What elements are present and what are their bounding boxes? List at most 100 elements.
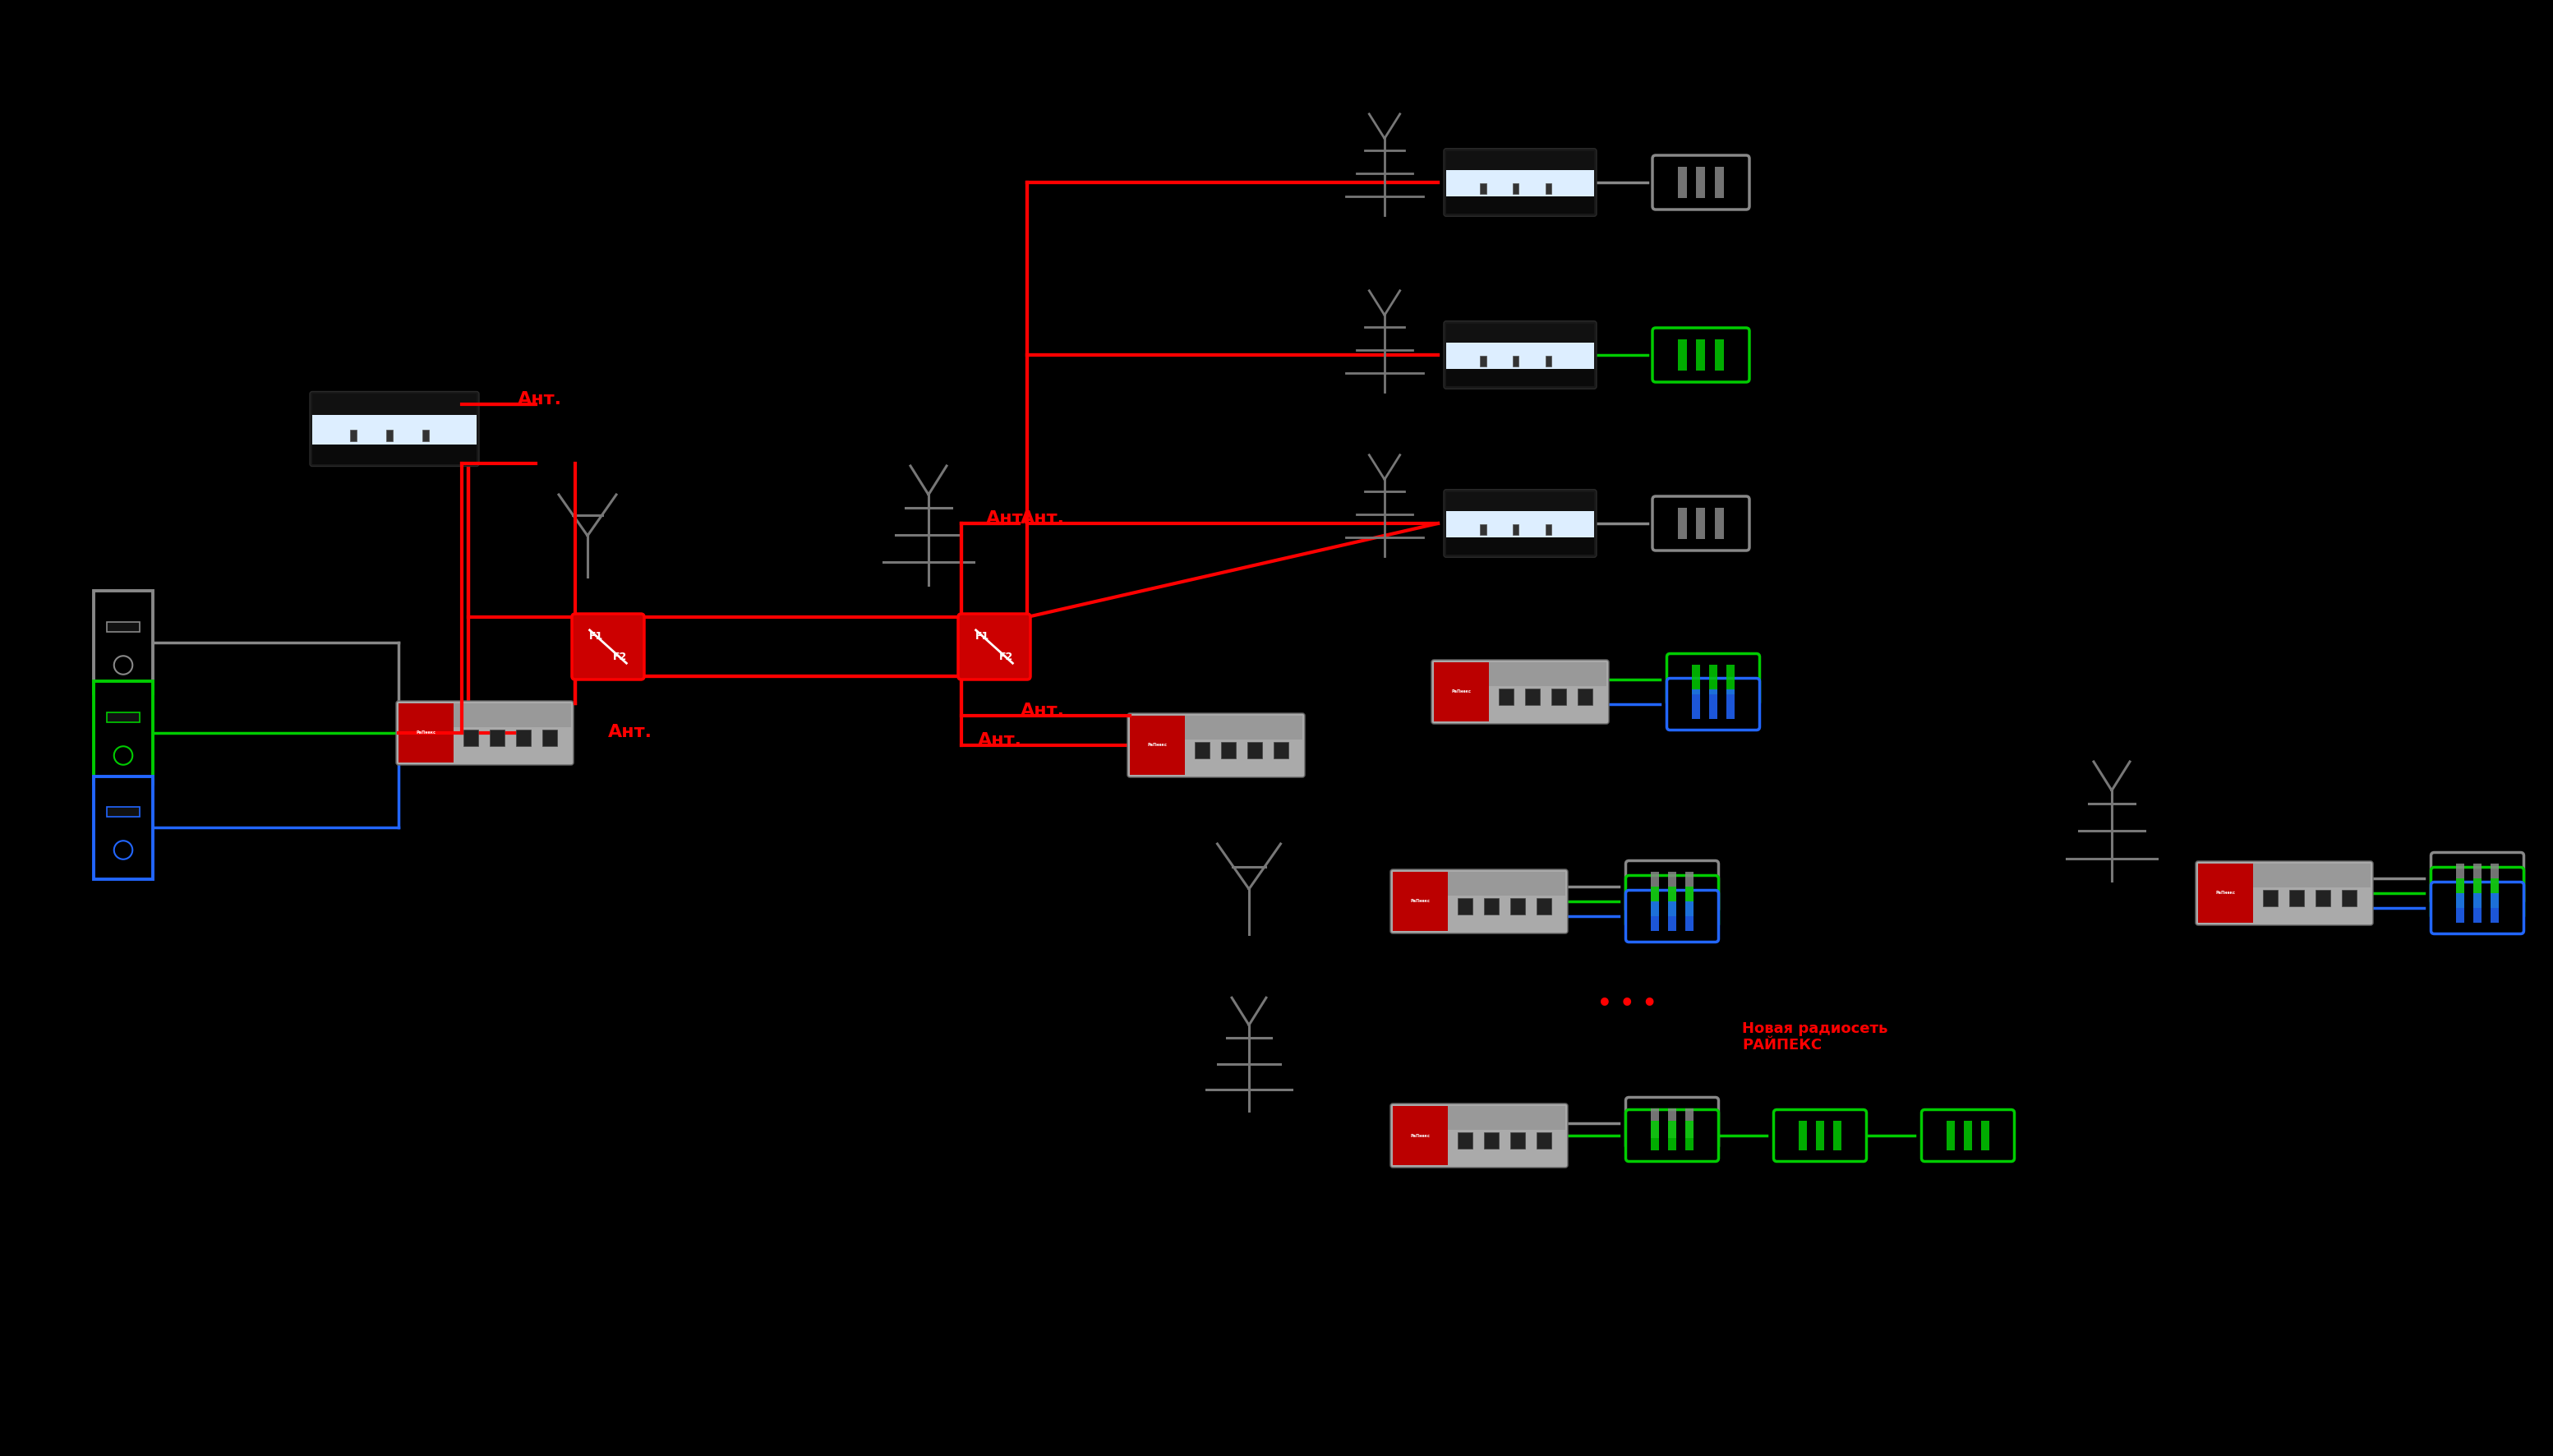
Bar bbox=[1394, 872, 1448, 930]
FancyBboxPatch shape bbox=[957, 614, 1031, 680]
Bar bbox=[94, 681, 153, 785]
Bar bbox=[1394, 1107, 1448, 1165]
Bar bbox=[1667, 1109, 1677, 1137]
FancyBboxPatch shape bbox=[2430, 868, 2525, 919]
Bar bbox=[541, 729, 557, 745]
Bar bbox=[311, 444, 477, 464]
Bar bbox=[1652, 1109, 1659, 1137]
Bar bbox=[1499, 689, 1514, 705]
Bar bbox=[1708, 690, 1718, 719]
FancyBboxPatch shape bbox=[1626, 1109, 1718, 1162]
Bar bbox=[1131, 716, 1302, 740]
Bar bbox=[350, 430, 357, 441]
Bar bbox=[1667, 1121, 1677, 1150]
Text: Ант.: Ант. bbox=[518, 392, 562, 408]
Bar bbox=[1833, 1121, 1841, 1150]
FancyBboxPatch shape bbox=[1442, 149, 1596, 217]
FancyBboxPatch shape bbox=[309, 392, 480, 466]
Bar bbox=[1677, 167, 1688, 198]
Bar bbox=[1552, 689, 1568, 705]
Bar bbox=[1511, 1133, 1524, 1149]
Bar bbox=[2474, 863, 2482, 893]
Text: Ант.: Ант. bbox=[608, 724, 654, 740]
Bar bbox=[2198, 863, 2372, 887]
Bar bbox=[1693, 690, 1700, 719]
Bar bbox=[490, 729, 505, 745]
Bar bbox=[1445, 368, 1593, 386]
Bar bbox=[107, 807, 140, 817]
FancyBboxPatch shape bbox=[1626, 1098, 1718, 1149]
Bar bbox=[1815, 1121, 1825, 1150]
FancyBboxPatch shape bbox=[1432, 660, 1608, 724]
Bar bbox=[1545, 355, 1552, 367]
Bar bbox=[1578, 689, 1593, 705]
Bar bbox=[1537, 1133, 1552, 1149]
Bar bbox=[1483, 898, 1499, 914]
Bar bbox=[1445, 197, 1593, 214]
Text: Ант.: Ант. bbox=[1021, 510, 1065, 527]
Bar bbox=[1708, 665, 1718, 695]
Bar bbox=[421, 430, 429, 441]
FancyBboxPatch shape bbox=[1667, 678, 1759, 729]
Bar bbox=[1445, 342, 1593, 368]
FancyBboxPatch shape bbox=[1626, 890, 1718, 942]
Text: F1: F1 bbox=[590, 630, 603, 641]
FancyBboxPatch shape bbox=[1652, 328, 1749, 381]
Bar bbox=[2262, 890, 2277, 906]
FancyBboxPatch shape bbox=[1652, 156, 1749, 210]
Bar bbox=[1274, 743, 1289, 759]
Bar bbox=[1693, 665, 1700, 695]
Bar bbox=[1394, 872, 1565, 895]
Bar bbox=[2456, 894, 2464, 923]
Bar bbox=[1481, 183, 1486, 194]
Bar bbox=[1685, 887, 1693, 916]
Text: РаПнекс: РаПнекс bbox=[1453, 690, 1471, 695]
Bar bbox=[1695, 508, 1705, 539]
Bar bbox=[1514, 183, 1519, 194]
Bar bbox=[2316, 890, 2331, 906]
Text: Новая радиосеть
РАЙПЕКС: Новая радиосеть РАЙПЕКС bbox=[1741, 1021, 1887, 1053]
Bar bbox=[1248, 743, 1261, 759]
Bar bbox=[1726, 690, 1736, 719]
Bar bbox=[1481, 355, 1486, 367]
Bar bbox=[1131, 716, 1185, 775]
Bar bbox=[1716, 167, 1723, 198]
FancyBboxPatch shape bbox=[1128, 713, 1305, 778]
FancyBboxPatch shape bbox=[572, 614, 643, 680]
Bar bbox=[1458, 898, 1473, 914]
Bar bbox=[1435, 662, 1488, 721]
Text: РаПнекс: РаПнекс bbox=[1149, 743, 1167, 747]
Bar bbox=[1458, 1133, 1473, 1149]
FancyBboxPatch shape bbox=[1652, 496, 1749, 550]
Text: Ант.: Ант. bbox=[985, 510, 1031, 527]
Bar bbox=[1514, 524, 1519, 534]
Bar bbox=[1195, 743, 1210, 759]
Bar bbox=[311, 395, 477, 416]
FancyBboxPatch shape bbox=[1922, 1109, 2014, 1162]
Bar bbox=[516, 729, 531, 745]
Circle shape bbox=[115, 840, 133, 859]
Bar bbox=[1514, 355, 1519, 367]
Bar bbox=[1716, 339, 1723, 370]
Bar bbox=[1695, 167, 1705, 198]
Bar bbox=[2489, 878, 2499, 907]
Bar bbox=[1797, 1121, 1808, 1150]
Bar bbox=[1945, 1121, 1956, 1150]
Bar bbox=[311, 415, 477, 444]
Bar bbox=[1652, 901, 1659, 930]
Bar bbox=[386, 430, 393, 441]
FancyBboxPatch shape bbox=[1774, 1109, 1866, 1162]
Bar bbox=[1445, 170, 1593, 197]
Text: F1: F1 bbox=[975, 630, 991, 641]
Bar bbox=[1667, 887, 1677, 916]
Bar bbox=[1695, 339, 1705, 370]
Text: • • •: • • • bbox=[1598, 993, 1657, 1016]
Text: РаПнекс: РаПнекс bbox=[416, 731, 437, 735]
Bar bbox=[1685, 901, 1693, 930]
Bar bbox=[398, 703, 572, 727]
Bar bbox=[1677, 339, 1688, 370]
Bar bbox=[1667, 872, 1677, 901]
Text: Ант.: Ант. bbox=[1021, 703, 1065, 719]
Bar bbox=[107, 622, 140, 632]
Bar bbox=[94, 776, 153, 879]
